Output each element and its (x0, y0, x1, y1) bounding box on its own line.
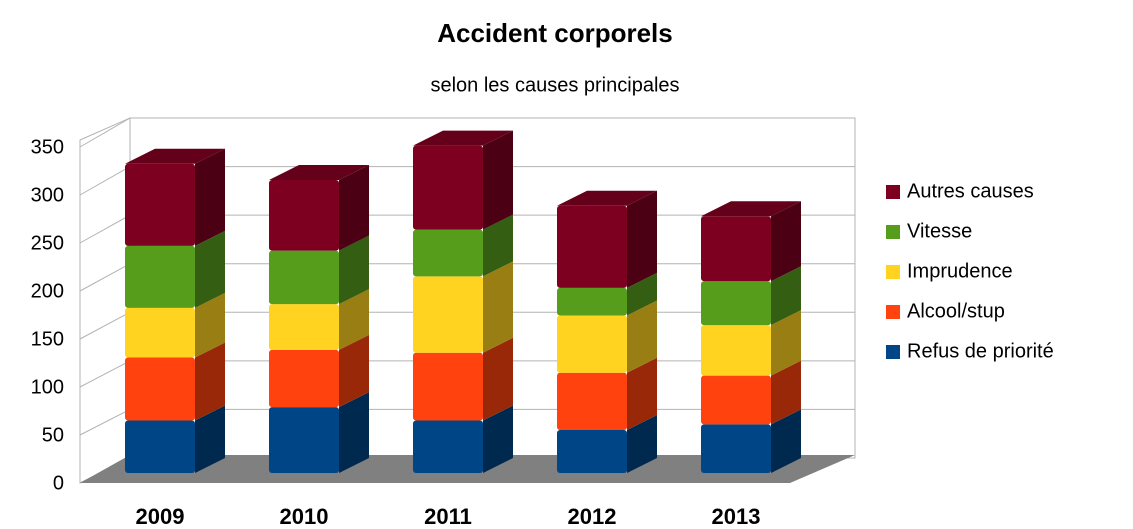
bar-side (195, 342, 225, 421)
bar (701, 424, 771, 473)
bar-side (195, 292, 225, 358)
bar-side (627, 357, 657, 431)
bar-side (339, 334, 369, 408)
grid-line (79, 311, 131, 340)
side-wall (79, 117, 131, 484)
bar-side (627, 190, 657, 288)
bar (269, 304, 339, 350)
legend-swatch (886, 265, 900, 279)
bar (269, 407, 339, 473)
grid-line (79, 408, 131, 436)
legend-swatch (886, 345, 900, 359)
y-tick-label: 200 (31, 280, 64, 302)
y-tick-label: 300 (31, 184, 64, 206)
x-tick-label: 2011 (424, 504, 472, 529)
bar-top (557, 190, 657, 206)
bar (125, 420, 195, 473)
bar (557, 205, 627, 288)
bar-side (771, 310, 801, 376)
bar-side (339, 289, 369, 350)
bar-top (125, 148, 225, 164)
bar-side (195, 405, 225, 473)
bar-top (269, 165, 369, 181)
bar-side (627, 300, 657, 373)
legend-label: Vitesse (907, 220, 972, 242)
bar (557, 315, 627, 373)
bar (413, 145, 483, 230)
y-tick-label: 350 (31, 136, 64, 158)
bar-side (771, 201, 801, 282)
bar (125, 357, 195, 421)
bar-side (483, 337, 513, 421)
legend-label: Refus de priorité (907, 340, 1054, 362)
y-tick-label: 150 (31, 328, 64, 350)
bar-side (771, 266, 801, 326)
y-tick-label: 250 (31, 232, 64, 254)
bar (413, 420, 483, 473)
grid-line (79, 360, 131, 388)
bar-side (627, 415, 657, 473)
bar (413, 352, 483, 421)
bar (557, 430, 627, 473)
y-tick-label: 100 (31, 376, 64, 398)
chart-title: Accident corporels (437, 18, 673, 48)
x-tick-label: 2012 (568, 504, 617, 529)
legend-label: Alcool/stup (907, 300, 1005, 322)
grid-line (79, 214, 131, 244)
x-tick-label: 2010 (280, 504, 329, 529)
bar-side (483, 130, 513, 230)
x-tick-label: 2013 (712, 504, 761, 529)
bar-side (627, 272, 657, 316)
bar-side (339, 392, 369, 473)
bar-side (339, 235, 369, 305)
bar (557, 287, 627, 316)
bar-top (701, 201, 801, 217)
bar-side (339, 165, 369, 251)
bar-side (483, 261, 513, 353)
bar (701, 281, 771, 326)
legend-swatch (886, 305, 900, 319)
grid-line (79, 263, 131, 292)
y-tick-label: 50 (42, 424, 64, 446)
grid-line (79, 166, 131, 196)
bar (125, 307, 195, 358)
legend-swatch (886, 225, 900, 239)
bar (413, 276, 483, 353)
bar (413, 229, 483, 277)
bar-side (195, 148, 225, 246)
bar (269, 250, 339, 305)
chart-subtitle: selon les causes principales (430, 74, 679, 96)
legend-label: Autres causes (907, 180, 1034, 202)
bar (557, 372, 627, 431)
legend-swatch (886, 185, 900, 199)
bar-side (483, 405, 513, 473)
bar (125, 163, 195, 246)
bar (125, 245, 195, 308)
bar-side (771, 409, 801, 473)
bar-side (771, 360, 801, 425)
bar-side (483, 214, 513, 277)
bar-top (413, 130, 513, 146)
legend-label: Imprudence (907, 260, 1013, 282)
bar (269, 180, 339, 251)
bar (701, 375, 771, 425)
bar (701, 325, 771, 376)
y-tick-label: 0 (53, 472, 64, 494)
bar (269, 349, 339, 408)
grid-line (79, 117, 131, 148)
bar (701, 216, 771, 282)
bar-side (195, 230, 225, 308)
x-tick-label: 2009 (136, 504, 185, 529)
